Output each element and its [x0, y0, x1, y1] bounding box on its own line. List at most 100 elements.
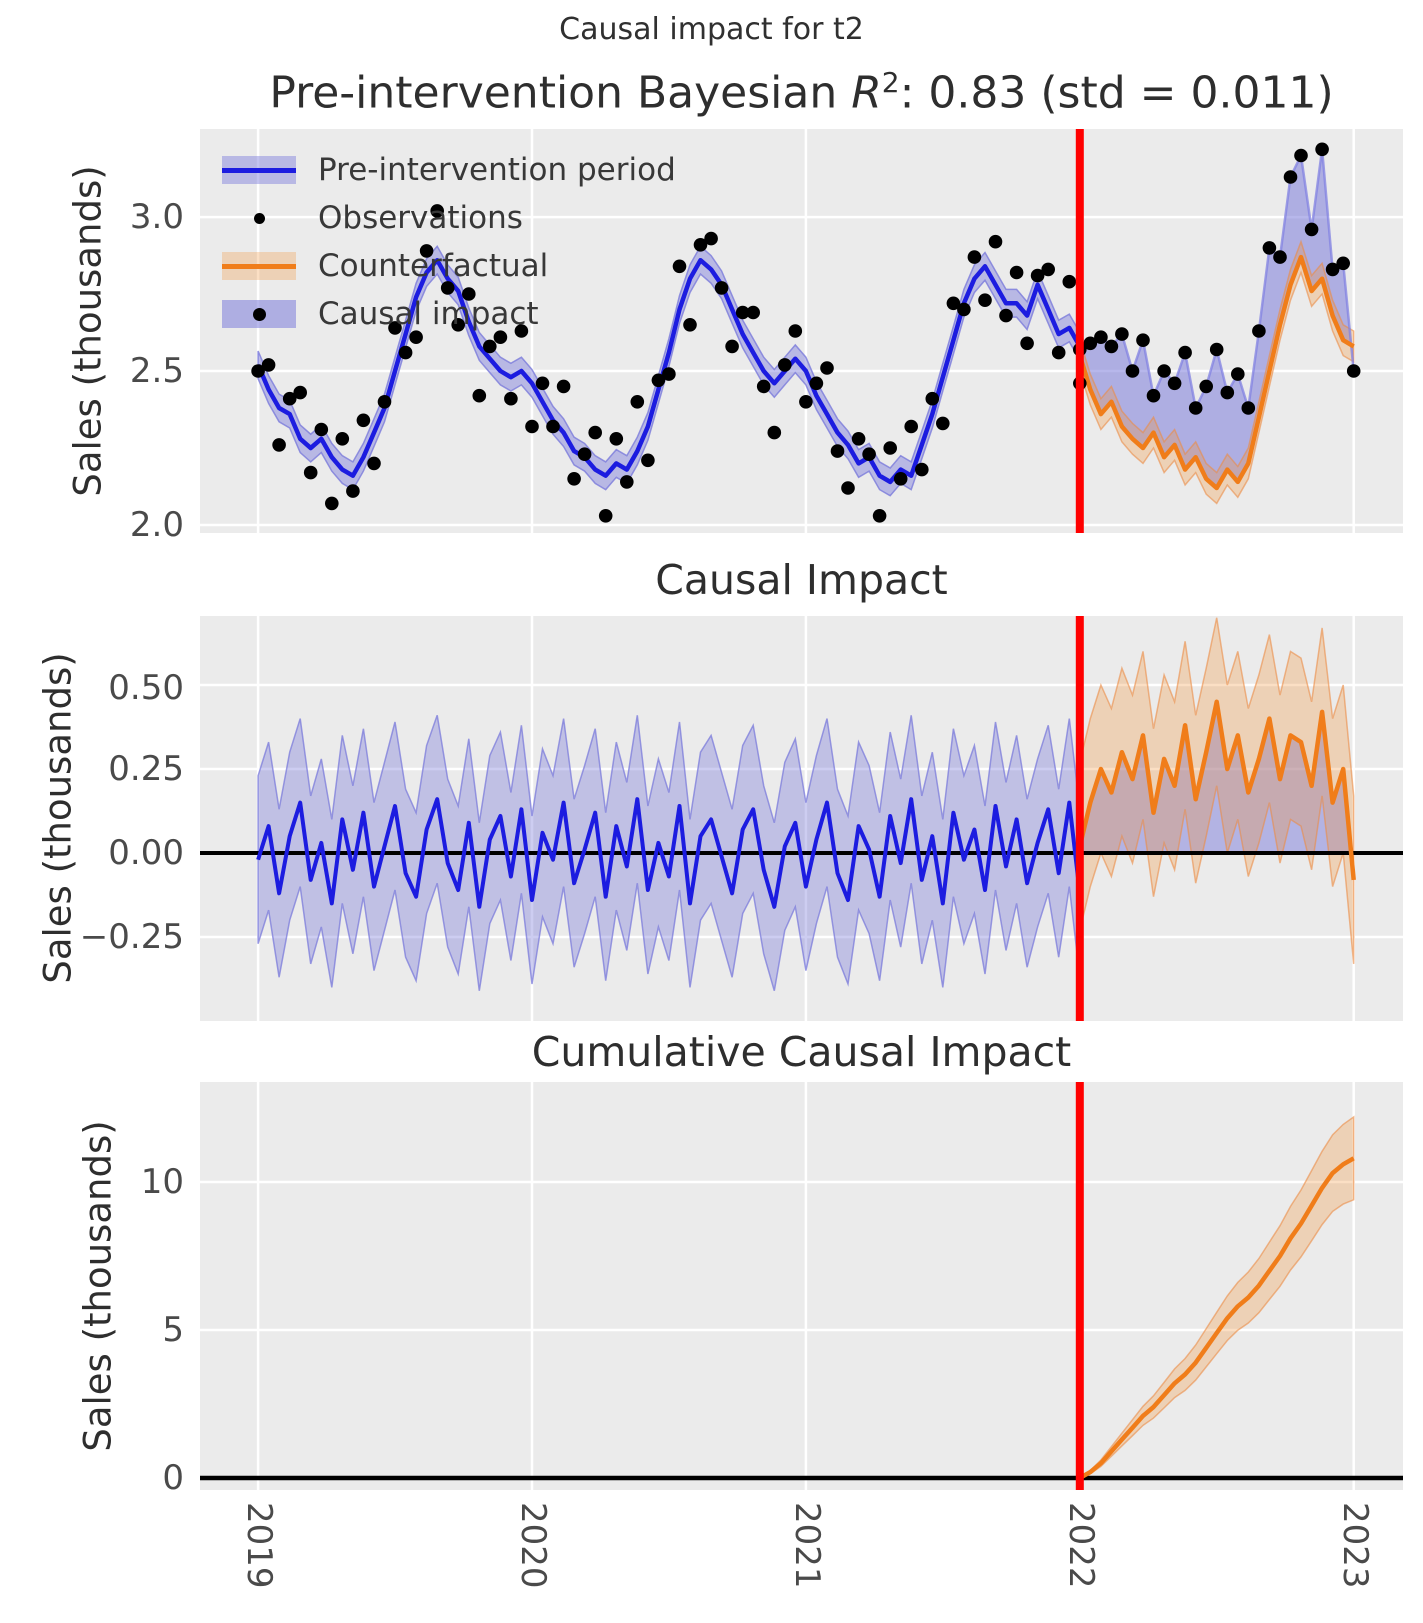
- panel2-ytick-0.00: 0.00: [108, 833, 184, 873]
- observation-dot: [872, 509, 887, 523]
- observation-dot: [1094, 330, 1108, 344]
- observation-dot: [546, 419, 560, 434]
- observation-dot: [925, 391, 940, 406]
- observation-dot: [841, 481, 855, 495]
- observation-dot: [1115, 327, 1129, 341]
- observation-dot: [1346, 364, 1361, 378]
- observation-dot: [388, 321, 402, 335]
- observation-dot: [1252, 324, 1266, 338]
- legend-label: Causal impact: [318, 296, 539, 332]
- observation-dot: [693, 238, 708, 252]
- observation-dot: [556, 379, 571, 394]
- observation-dot: [367, 456, 381, 471]
- observation-dot: [1209, 342, 1224, 357]
- observation-dot: [788, 324, 803, 338]
- panel3-ytick-0: 0: [162, 1458, 184, 1498]
- observation-dot: [641, 453, 655, 468]
- panel1-plot-area: [200, 129, 1403, 533]
- observation-dot: [1178, 345, 1192, 360]
- observation-dot: [314, 422, 329, 437]
- observation-dot: [535, 376, 550, 391]
- observation-dot: [356, 413, 371, 428]
- observation-dot: [946, 296, 961, 311]
- observation-dot: [440, 281, 455, 295]
- observation-dot: [683, 318, 697, 332]
- observation-dot: [830, 444, 845, 458]
- observation-dot: [261, 358, 276, 372]
- legend-label: Counterfactual: [318, 248, 549, 284]
- observation-dot: [672, 259, 687, 274]
- xtick-2022: 2022: [1061, 1502, 1101, 1589]
- observation-dot: [514, 324, 529, 338]
- observation-dot: [1262, 241, 1277, 255]
- observation-dot: [1241, 401, 1256, 415]
- observation-dot: [862, 447, 876, 462]
- observation-dot: [1325, 262, 1340, 277]
- observation-dot: [915, 462, 929, 477]
- observation-dot: [1009, 265, 1024, 280]
- observation-dot: [1231, 367, 1245, 381]
- legend-label: Observations: [318, 200, 523, 236]
- xtick-2021: 2021: [787, 1502, 827, 1589]
- observation-dot: [799, 395, 813, 409]
- panel2-plot-area: [200, 616, 1403, 1021]
- observation-dot: [630, 395, 645, 409]
- observation-dot: [1157, 364, 1171, 378]
- observation-dot: [1294, 148, 1308, 163]
- panel2-ytick-0.25: 0.25: [108, 749, 184, 789]
- observation-dot: [1030, 268, 1045, 283]
- intervention-line: [1075, 616, 1084, 1021]
- observation-dot: [483, 339, 497, 354]
- observation-dot: [883, 441, 897, 455]
- observation-dot: [493, 330, 508, 344]
- observation-dot: [609, 432, 624, 446]
- observation-dot: [1146, 388, 1161, 403]
- observation-dot: [967, 250, 982, 264]
- observation-dot: [1167, 376, 1182, 391]
- legend-item-observations: Observations: [222, 194, 676, 242]
- xtick-2023: 2023: [1335, 1502, 1375, 1589]
- math-sup-2: 2: [881, 66, 900, 99]
- observation-dot: [1083, 336, 1098, 351]
- observation-dot: [820, 361, 834, 375]
- observation-dot: [335, 432, 350, 446]
- observation-dot: [1283, 170, 1298, 184]
- observation-dot: [767, 425, 782, 440]
- intervention-line: [1075, 129, 1084, 533]
- observation-dot: [936, 416, 950, 431]
- xtick-2020: 2020: [513, 1502, 553, 1589]
- observation-dot: [462, 287, 476, 301]
- panel3-title: Cumulative Causal Impact: [531, 1028, 1072, 1076]
- counterfactual-band-swatch-icon: [222, 251, 296, 281]
- pre-impact-line: [256, 797, 1082, 909]
- observation-dot: [957, 302, 971, 317]
- observation-dot: [1062, 274, 1077, 289]
- post-impact-band: [1079, 617, 1355, 964]
- observation-dot: [504, 391, 518, 406]
- math-r: R: [851, 67, 882, 119]
- panel1-title: Pre-intervention Bayesian R2: 0.83 (std …: [269, 66, 1334, 119]
- panel1-ytick-3.0: 3.0: [129, 197, 184, 237]
- cumulative-line: [1078, 1156, 1355, 1480]
- panel2-ytick-neg0.25: −0.25: [79, 917, 184, 957]
- observation-dot: [282, 391, 297, 406]
- observation-dot: [1199, 379, 1213, 394]
- observation-dot: [756, 379, 771, 394]
- observation-dot: [1020, 336, 1034, 351]
- observation-dot: [904, 419, 918, 434]
- panel3-ytick-5: 5: [162, 1310, 184, 1350]
- observation-dot: [1051, 345, 1066, 360]
- observation-dot: [851, 432, 866, 446]
- observation-dot: [1136, 333, 1150, 347]
- observation-dot: [398, 345, 413, 360]
- observation-dot: [1104, 339, 1119, 354]
- causal-impact-fill: [1079, 149, 1354, 489]
- observation-dot: [988, 234, 1003, 249]
- panel1-ytick-2.5: 2.5: [129, 351, 184, 391]
- observation-dot: [251, 364, 265, 378]
- observation-dot: [1041, 262, 1055, 277]
- intervention-line: [1075, 1082, 1084, 1490]
- pre-fit-line: [256, 257, 1082, 485]
- cumulative-band: [1079, 1115, 1355, 1479]
- panel2-title: Causal Impact: [655, 556, 948, 604]
